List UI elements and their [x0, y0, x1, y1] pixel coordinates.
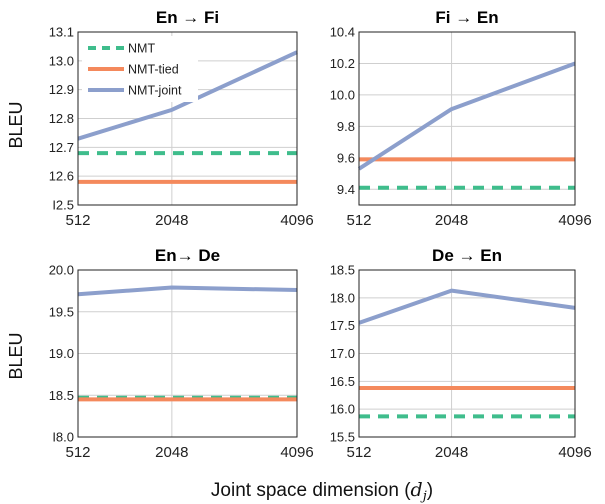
x-axis-label-symbol: d — [411, 479, 423, 501]
y-tick-label: 12.9 — [49, 82, 74, 97]
chart-panel-3: I8.0 18.5 19.0 19.5 20.0 512 2048 4096 En→ De — [49, 246, 314, 461]
y-tick-label: 12.6 — [49, 169, 74, 184]
y-tick-label: I8.0 — [52, 430, 74, 445]
y-tick-label: 18.5 — [49, 388, 74, 403]
y-tick-label: 20.0 — [49, 263, 74, 278]
y-tick-label: 18.5 — [330, 263, 355, 278]
x-tick-label: 2048 — [155, 444, 188, 461]
y-axis-label-bottom: BLEU — [6, 332, 26, 379]
legend-label-nmt-tied: NMT-tied — [128, 63, 179, 77]
x-tick-label: 4096 — [558, 444, 591, 461]
panel-title: De → En — [432, 246, 502, 265]
series-line-nmt-joint — [358, 288, 576, 325]
plot-frame — [77, 269, 298, 438]
legend: NMT NMT-tied NMT-joint — [82, 36, 198, 102]
y-tick-label: 10.0 — [330, 87, 355, 102]
y-axis-label-top: BLEU — [6, 101, 26, 148]
legend-label-nmt: NMT — [128, 42, 155, 56]
plot-frame — [358, 269, 576, 438]
x-tick-label: 512 — [346, 444, 371, 461]
y-tick-label: 15.5 — [330, 430, 355, 445]
x-tick-label: 4096 — [280, 444, 313, 461]
x-tick-label: 512 — [65, 212, 90, 229]
series-line-nmt-joint — [77, 50, 298, 141]
y-tick-label: 13.0 — [49, 53, 74, 68]
y-tick-label: 17.5 — [330, 318, 355, 333]
y-tick-label: 13.1 — [49, 25, 74, 40]
y-tick-label: 19.5 — [49, 304, 74, 319]
panel-title: En→ De — [155, 246, 220, 265]
y-tick-label: 17.0 — [330, 346, 355, 361]
chart-panel-4: 15.5 16.0 16.5 17.0 17.5 18.0 18.5 512 2048 4096 D… — [330, 246, 592, 461]
x-axis-label: Joint space dimension (dj) — [211, 479, 433, 504]
x-tick-label: 2048 — [155, 212, 188, 229]
series-line-nmt-joint — [77, 285, 298, 297]
x-axis-label-close: ) — [427, 480, 433, 501]
panel-title: Fi → En — [435, 8, 498, 27]
y-tick-label: I2.5 — [52, 198, 74, 213]
y-tick-label: 19.0 — [49, 346, 74, 361]
y-tick-label: 18.0 — [330, 290, 355, 305]
panel-title: En → Fi — [156, 8, 219, 27]
y-tick-label: 12.8 — [49, 111, 74, 126]
y-tick-label: 16.0 — [330, 402, 355, 417]
chart-panel-1: I2.5 12.6 12.7 12.8 12.9 13.0 13.1 512 2048 4096 E… — [49, 8, 314, 229]
series-line-nmt-joint — [357, 61, 576, 171]
x-axis-label-subscript: j — [420, 489, 427, 504]
x-tick-label: 4096 — [280, 212, 313, 229]
y-tick-label: 10.2 — [330, 56, 355, 71]
y-tick-label: 16.5 — [330, 374, 355, 389]
x-tick-label: 2048 — [435, 212, 468, 229]
x-tick-label: 4096 — [558, 212, 591, 229]
y-tick-label: 9.6 — [337, 150, 355, 165]
plot-frame — [77, 31, 298, 206]
legend-label-nmt-joint: NMT-joint — [128, 84, 182, 98]
chart-panel-2: 9.4 9.6 9.8 10.0 10.2 10.4 512 2048 4096 Fi → En — [330, 8, 592, 229]
x-tick-label: 512 — [346, 212, 371, 229]
x-axis-label-text: Joint space dimension ( — [211, 480, 411, 501]
y-tick-label: 9.8 — [337, 119, 355, 134]
y-tick-label: 10.4 — [330, 25, 355, 40]
y-tick-label: 12.7 — [49, 140, 74, 155]
x-tick-label: 2048 — [435, 444, 468, 461]
y-tick-label: 9.4 — [337, 182, 355, 197]
plot-frame — [358, 31, 576, 206]
x-tick-label: 512 — [65, 444, 90, 461]
